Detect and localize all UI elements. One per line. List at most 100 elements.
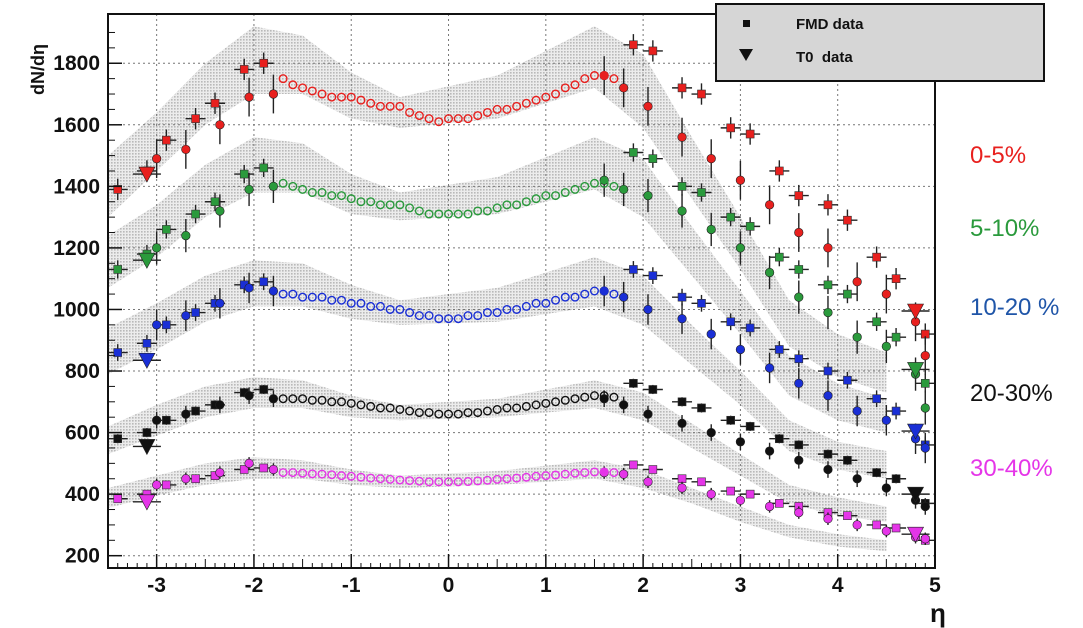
tpc-point-4-9: [366, 473, 376, 483]
fmd-point-0-6: [259, 58, 268, 68]
tpc-point-3-23: [502, 403, 512, 413]
y-tick-label-4: 1000: [53, 298, 100, 321]
tpc-point-2-21: [482, 308, 492, 318]
tpc-point-0-22: [492, 104, 502, 114]
tpc-point-2-14: [414, 311, 424, 321]
fmd-point-3-0: [113, 434, 123, 444]
tpc-point-2-34: [609, 289, 619, 299]
spd-point-1-17: [920, 403, 930, 413]
tpc-point-2-30: [570, 292, 580, 302]
tpc-point-4-21: [482, 475, 492, 485]
tpc-point-2-19: [463, 311, 473, 321]
tpc-point-1-1: [288, 181, 298, 191]
tpc-point-1-27: [541, 191, 551, 201]
tpc-point-4-13: [405, 476, 415, 486]
spd-point-0-9: [706, 154, 716, 164]
fmd-point-3-17: [872, 468, 881, 477]
tpc-point-3-3: [307, 395, 317, 405]
tpc-point-1-32: [589, 178, 599, 188]
spd-point-2-17: [920, 443, 930, 453]
tpc-point-4-17: [444, 477, 454, 487]
tpc-point-0-23: [502, 104, 512, 114]
tpc-point-0-30: [570, 80, 580, 90]
spd-point-4-7: [643, 477, 653, 487]
tpc-point-4-12: [395, 475, 405, 485]
spd-point-1-6: [619, 184, 629, 195]
tpc-point-2-2: [298, 292, 308, 302]
spd-point-0-2: [215, 120, 225, 130]
fmd-point-0-8: [648, 46, 658, 56]
spd-point-2-11: [764, 363, 775, 373]
y-tick-label-6: 1400: [53, 175, 100, 198]
legend-fmd-label: FMD data: [796, 16, 864, 33]
plot-border: [107, 13, 936, 569]
spd-point-1-7: [643, 190, 653, 201]
tpc-point-2-20: [473, 311, 483, 321]
tpc-point-1-30: [570, 184, 580, 194]
tpc-point-2-25: [521, 301, 531, 311]
fmd-point-4-2: [162, 480, 171, 490]
tpc-point-2-4: [317, 292, 327, 302]
tpc-point-2-8: [356, 298, 366, 308]
tpc-point-3-14: [414, 408, 424, 418]
tpc-point-4-25: [521, 472, 531, 482]
fmd-point-2-0: [113, 348, 123, 357]
fmd-point-0-3: [191, 114, 200, 123]
tpc-point-2-29: [560, 292, 570, 302]
tpc-point-2-0: [278, 289, 288, 299]
legend: FMD data T0 data: [715, 3, 1045, 82]
fmd-point-2-14: [794, 354, 804, 364]
fmd-point-2-1: [142, 339, 152, 348]
centrality-label-30-40: 30-40%: [970, 455, 1053, 482]
spd-point-1-4: [268, 181, 279, 191]
tpc-point-4-20: [473, 476, 483, 486]
tpc-point-2-33: [599, 286, 609, 296]
series-group-0: [107, 34, 936, 376]
fmd-point-4-17: [872, 520, 881, 530]
spd-point-2-12: [794, 378, 804, 388]
fmd-point-2-10: [697, 299, 706, 308]
t0-point-2-0: [138, 352, 156, 369]
tpc-point-2-26: [531, 298, 541, 308]
tpc-point-2-17: [444, 314, 454, 324]
spd-point-2-3: [244, 283, 254, 293]
spd-point-0-0: [152, 154, 162, 164]
tpc-point-3-26: [531, 400, 541, 410]
tpc-point-1-8: [356, 197, 366, 207]
spd-point-1-8: [677, 206, 687, 216]
tpc-point-4-26: [531, 471, 541, 481]
fmd-point-4-10: [697, 477, 706, 487]
spd-point-4-12: [794, 507, 804, 518]
fmd-point-4-8: [648, 465, 658, 474]
spd-point-1-0: [152, 243, 162, 253]
fmd-point-0-10: [697, 89, 706, 99]
fmd-point-4-7: [629, 460, 638, 470]
spd-point-1-12: [794, 292, 804, 302]
data-points-layer: [107, 34, 936, 545]
tpc-point-4-22: [492, 474, 502, 484]
fmd-point-3-13: [775, 434, 784, 444]
t0-point-0-0: [138, 166, 156, 183]
tpc-point-1-34: [609, 181, 619, 191]
spd-point-3-0: [152, 415, 162, 425]
fmd-point-1-3: [191, 209, 200, 219]
tpc-point-3-29: [560, 395, 570, 405]
fmd-point-3-11: [726, 415, 735, 425]
tpc-point-2-12: [395, 304, 405, 314]
y-tick-label-2: 600: [65, 422, 100, 445]
fmd-point-1-4: [210, 197, 220, 207]
tpc-point-4-29: [560, 469, 570, 479]
tpc-point-3-17: [444, 409, 454, 419]
systematic-band-2: [108, 257, 887, 479]
tpc-point-3-28: [551, 397, 561, 407]
tpc-point-4-24: [512, 473, 522, 483]
tpc-point-0-8: [356, 95, 366, 105]
fmd-point-3-2: [162, 415, 171, 425]
spd-point-0-7: [643, 101, 653, 111]
legend-t0-marker: [739, 49, 753, 61]
fmd-point-1-7: [629, 148, 638, 157]
tpc-point-0-16: [434, 117, 444, 127]
fmd-point-1-17: [872, 317, 881, 327]
tpc-point-4-28: [551, 470, 561, 480]
